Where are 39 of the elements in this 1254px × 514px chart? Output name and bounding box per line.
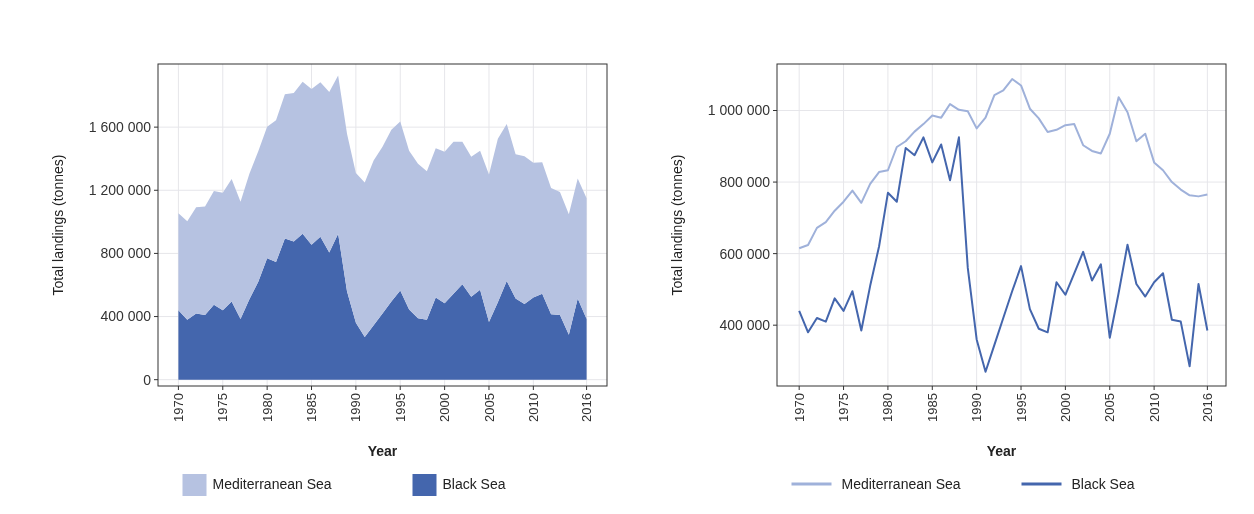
x-tick-label: 1985 [304,393,320,422]
x-tick-label: 1990 [969,393,985,422]
legend-label: Mediterranean Sea [212,475,332,492]
x-tick-label: 1995 [392,393,408,422]
y-tick-label: 400 000 [719,317,771,334]
x-tick-label: 2010 [525,393,541,422]
x-tick-label: 2016 [579,393,595,422]
y-tick-label: 1 600 000 [88,119,152,136]
x-axis-title: Year [986,443,1017,459]
x-tick-label: 2016 [1199,393,1215,422]
x-tick-label: 2005 [1102,393,1118,422]
y-tick-label: 1 000 000 [707,102,771,119]
x-tick-label: 1970 [791,393,807,422]
legend-label: Black Sea [1071,475,1135,492]
line-series [798,136,1209,373]
y-tick-label: 0 [143,371,152,388]
x-axis-title: Year [367,443,398,459]
legend-label: Black Sea [442,475,506,492]
x-tick-label: 1985 [924,393,940,422]
x-tick-label: 1990 [348,393,364,422]
y-axis-title: Total landings (tonnes) [669,154,685,296]
x-tick-label: 2000 [1057,393,1073,422]
x-tick-label: 1970 [170,393,186,422]
x-tick-label: 1980 [880,393,896,422]
x-tick-label: 2005 [481,393,497,422]
y-tick-label: 1 200 000 [88,182,152,199]
x-tick-label: 1995 [1013,393,1029,422]
x-tick-label: 1975 [215,393,231,422]
x-tick-label: 2010 [1146,393,1162,422]
x-tick-label: 2000 [437,393,453,422]
line-series [798,78,1209,250]
y-tick-label: 800 000 [719,173,771,190]
y-tick-label: 600 000 [719,245,771,262]
x-tick-label: 1975 [836,393,852,422]
y-axis-title: Total landings (tonnes) [50,154,66,296]
y-tick-label: 800 000 [100,245,152,262]
x-tick-label: 1980 [259,393,275,422]
legend-label: Mediterranean Sea [841,475,961,492]
y-tick-label: 400 000 [100,308,152,325]
